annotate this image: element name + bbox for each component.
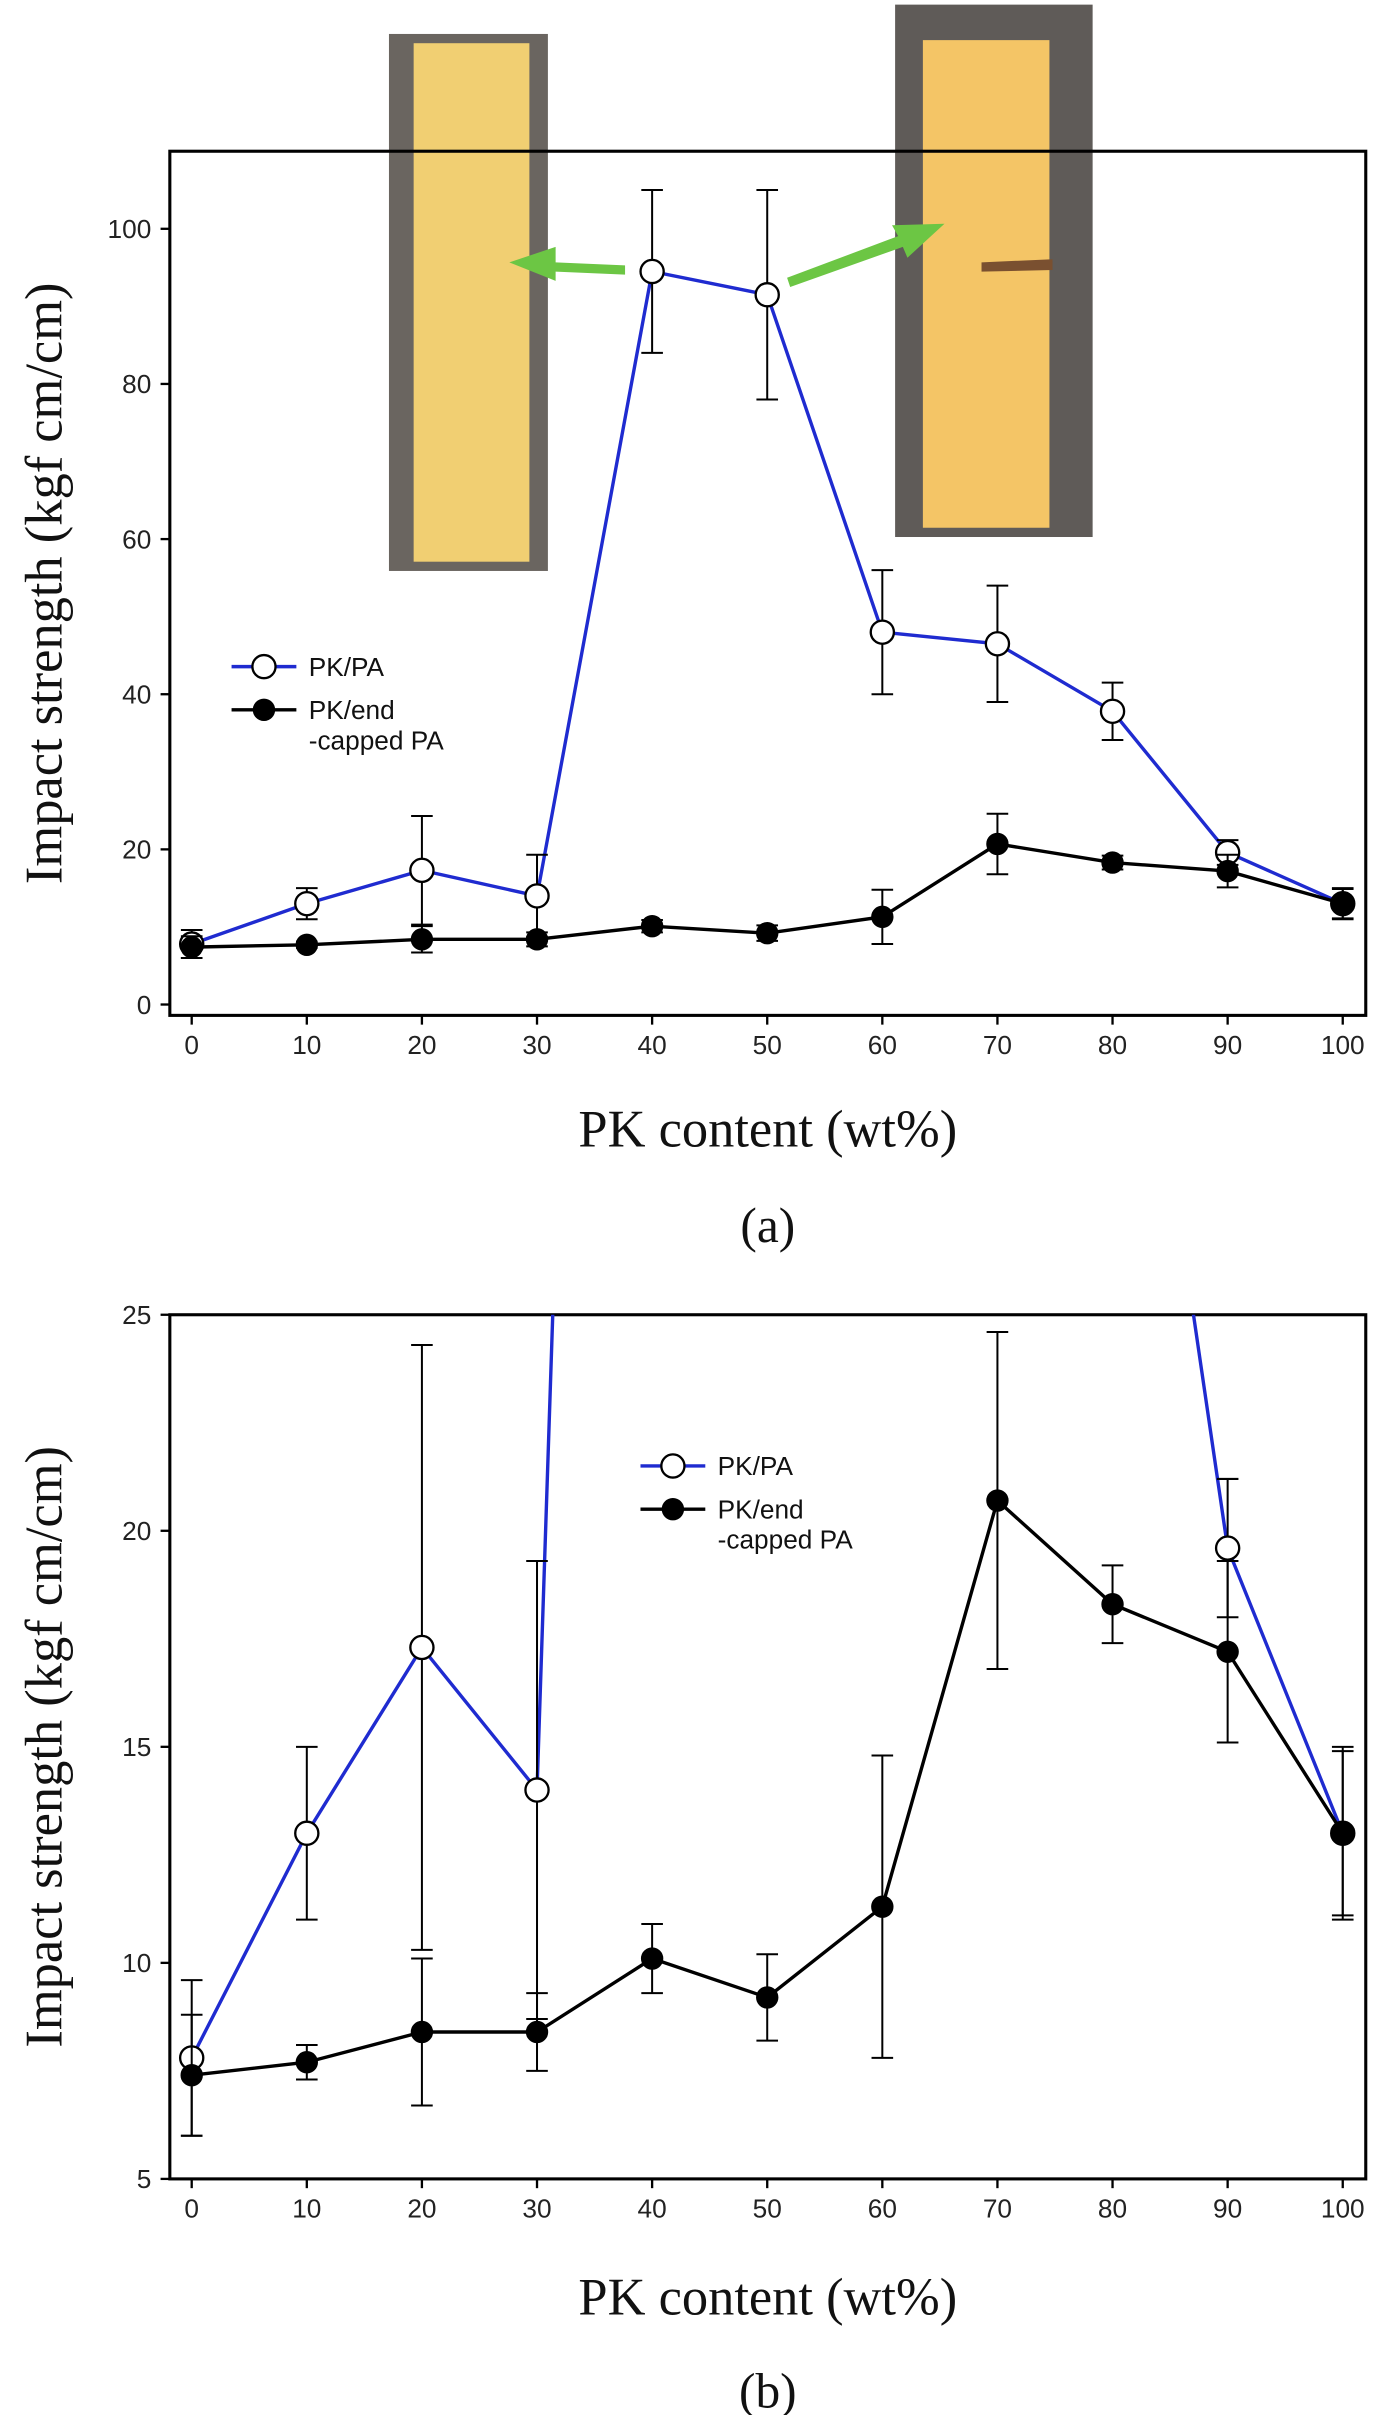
y-tick-label: 15	[122, 1732, 151, 1762]
data-point	[986, 832, 1009, 856]
arrow-left	[509, 246, 626, 281]
data-point	[1101, 851, 1124, 874]
data-point	[1216, 859, 1239, 883]
data-point	[1099, 698, 1126, 725]
plot-area	[178, 189, 1356, 959]
legend-label: PK/PA	[718, 1451, 794, 1481]
x-tick-label: 20	[407, 2193, 436, 2223]
chart-panel: 0 10 20 30 40 50 60 70 80 90 100 0 20 40 60 80 100 PK con…	[16, 149, 1368, 1253]
x-tick-label: 70	[983, 2193, 1012, 2223]
data-point	[294, 890, 320, 917]
crack	[981, 259, 1053, 272]
data-point	[1214, 1535, 1241, 1561]
data-point	[640, 914, 664, 938]
data-point	[524, 883, 550, 909]
legend-marker	[660, 1453, 686, 1479]
specimen-left	[413, 43, 530, 562]
y-tick-label: 20	[122, 1516, 151, 1546]
data-point	[180, 2064, 203, 2087]
y-tick-label: 25	[122, 1300, 151, 1330]
x-tick-label: 0	[184, 1030, 199, 1060]
plot-area	[178, 0, 1356, 2137]
data-point	[756, 1986, 779, 2009]
data-point	[639, 258, 665, 285]
y-tick-label: 0	[137, 990, 152, 1020]
x-tick-label: 90	[1213, 1030, 1242, 1060]
legend-label: PK/PA	[309, 652, 385, 682]
x-tick-label: 40	[638, 2193, 667, 2223]
x-tick-label: 100	[1321, 1030, 1365, 1060]
x-tick-label: 70	[983, 1030, 1012, 1060]
x-tick-label: 30	[522, 2193, 551, 2223]
data-point	[1331, 1822, 1354, 1845]
x-tick-label: 60	[868, 2193, 897, 2223]
legend-marker	[252, 698, 276, 722]
x-tick-label: 10	[292, 2193, 321, 2223]
x-tick-label: 10	[292, 1030, 321, 1060]
data-point	[871, 309, 894, 332]
data-point	[524, 1777, 550, 1803]
y-tick-label: 60	[122, 524, 151, 554]
data-point	[984, 631, 1011, 657]
data-point	[1331, 892, 1354, 915]
data-point	[754, 282, 780, 308]
series-line	[190, 1314, 1345, 2059]
data-point	[410, 928, 434, 951]
data-point	[871, 1895, 894, 1918]
legend-label: PK/end -capped PA	[309, 695, 445, 755]
data-point	[640, 1947, 664, 1970]
data-point	[1216, 1640, 1239, 1663]
y-tick-label: 5	[137, 2164, 152, 2194]
data-point	[869, 619, 896, 645]
data-point	[409, 857, 435, 884]
data-point	[295, 2051, 318, 2074]
y-tick-label: 80	[122, 369, 151, 399]
x-tick-label: 40	[638, 1030, 667, 1060]
x-axis-label: PK content (wt%)	[578, 2269, 957, 2327]
x-tick-label: 80	[1098, 2193, 1127, 2223]
specimen-right	[922, 40, 1050, 528]
x-tick-label: 80	[1098, 1030, 1127, 1060]
data-point	[294, 1820, 320, 1846]
data-point	[525, 928, 549, 951]
x-tick-label: 50	[753, 1030, 782, 1060]
data-point	[1101, 1593, 1124, 1616]
caption: (a)	[740, 1198, 795, 1253]
x-tick-label: 30	[522, 1030, 551, 1060]
data-point	[871, 905, 894, 929]
caption: (b)	[739, 2363, 797, 2415]
y-tick-label: 20	[122, 835, 151, 865]
y-tick-label: 10	[122, 1948, 151, 1978]
plot-frame	[168, 1313, 1368, 2181]
legend-marker	[251, 653, 277, 680]
arrow-right	[787, 223, 945, 288]
data-point	[295, 933, 318, 956]
data-point	[180, 935, 203, 959]
x-tick-label: 0	[184, 2193, 199, 2223]
data-point	[1101, 750, 1124, 773]
specimen-photos	[388, 4, 1093, 571]
data-point	[410, 2020, 434, 2044]
y-axis-label: Impact strength (kgf cm/cm)	[16, 1446, 74, 2048]
data-point	[409, 1634, 435, 1661]
data-point	[986, 1489, 1009, 1512]
y-tick-label: 100	[108, 214, 152, 244]
legend-marker	[661, 1497, 685, 1521]
x-axis-label: PK content (wt%)	[578, 1101, 957, 1159]
x-tick-label: 20	[407, 1030, 436, 1060]
y-tick-label: 40	[122, 679, 151, 709]
x-tick-label: 50	[753, 2193, 782, 2223]
y-axis-label: Impact strength (kgf cm/cm)	[16, 283, 74, 885]
x-tick-label: 60	[868, 1030, 897, 1060]
data-point	[756, 921, 779, 945]
error-bar	[872, 0, 894, 667]
data-point	[525, 2020, 549, 2044]
x-tick-label: 100	[1321, 2193, 1365, 2223]
x-tick-label: 90	[1213, 2193, 1242, 2223]
legend-label: PK/end -capped PA	[718, 1494, 854, 1554]
